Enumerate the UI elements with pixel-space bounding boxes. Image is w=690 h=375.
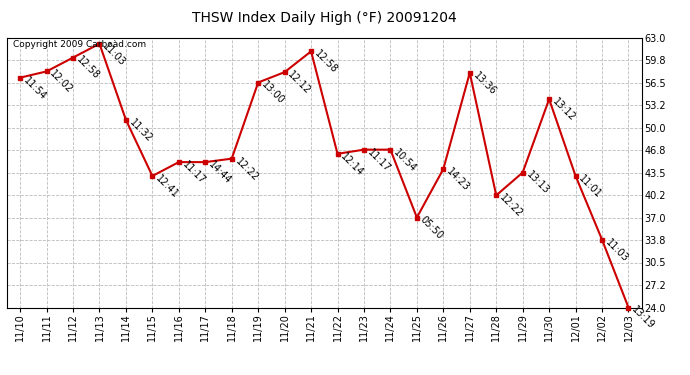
Text: Copyright 2009 Carboàd.com: Copyright 2009 Carboàd.com (13, 40, 146, 49)
Text: 13:00: 13:00 (259, 80, 286, 106)
Text: 11:03: 11:03 (101, 41, 128, 68)
Text: 11:03: 11:03 (604, 237, 630, 264)
Text: 12:58: 12:58 (313, 49, 339, 75)
Text: 13:13: 13:13 (524, 170, 551, 196)
Text: 12:14: 12:14 (339, 151, 366, 178)
Text: 13:36: 13:36 (471, 70, 498, 97)
Text: 14:44: 14:44 (207, 159, 233, 186)
Text: 12:58: 12:58 (75, 55, 101, 82)
Text: 13:12: 13:12 (551, 96, 578, 123)
Text: 12:12: 12:12 (286, 69, 313, 96)
Text: 11:54: 11:54 (21, 75, 48, 102)
Text: 12:02: 12:02 (48, 69, 75, 96)
Text: 05:50: 05:50 (418, 215, 445, 242)
Text: 13:19: 13:19 (630, 305, 657, 332)
Text: THSW Index Daily High (°F) 20091204: THSW Index Daily High (°F) 20091204 (192, 11, 457, 25)
Text: 11:32: 11:32 (128, 117, 154, 144)
Text: 12:22: 12:22 (497, 193, 524, 219)
Text: 11:17: 11:17 (180, 159, 207, 186)
Text: 11:01: 11:01 (577, 173, 604, 200)
Text: 14:23: 14:23 (445, 166, 471, 193)
Text: 11:17: 11:17 (366, 147, 392, 174)
Text: 12:41: 12:41 (154, 173, 181, 200)
Text: 10:54: 10:54 (392, 147, 419, 174)
Text: 12:22: 12:22 (233, 156, 260, 183)
